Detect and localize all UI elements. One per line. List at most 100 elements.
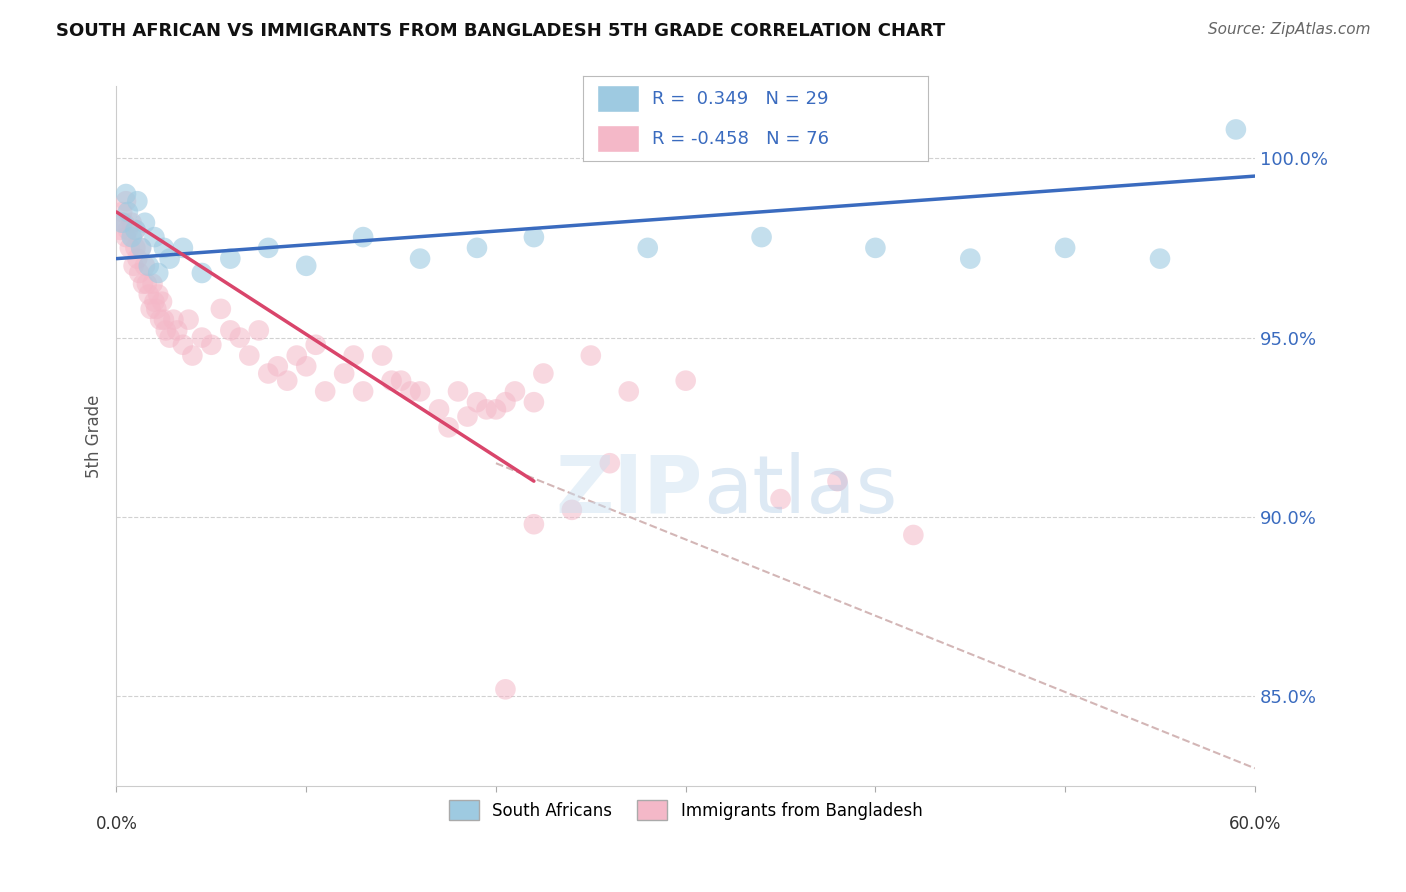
Point bbox=[447, 384, 470, 399]
Point bbox=[751, 230, 773, 244]
Point bbox=[494, 682, 516, 697]
Text: R = -0.458   N = 76: R = -0.458 N = 76 bbox=[652, 129, 830, 147]
Point bbox=[437, 420, 460, 434]
Point bbox=[305, 338, 328, 352]
Point bbox=[191, 266, 214, 280]
Text: R =  0.349   N = 29: R = 0.349 N = 29 bbox=[652, 90, 830, 108]
Point bbox=[409, 252, 432, 266]
Point bbox=[381, 374, 404, 388]
Point bbox=[150, 294, 173, 309]
Point bbox=[523, 395, 546, 409]
Point bbox=[143, 230, 166, 244]
Point bbox=[343, 349, 366, 363]
Point bbox=[1054, 241, 1077, 255]
Point bbox=[209, 301, 232, 316]
Point bbox=[865, 241, 887, 255]
Point bbox=[129, 241, 152, 255]
Point bbox=[145, 301, 167, 316]
Point bbox=[200, 338, 222, 352]
Point bbox=[134, 259, 156, 273]
Text: 60.0%: 60.0% bbox=[1229, 815, 1281, 833]
Point bbox=[148, 266, 170, 280]
Point bbox=[143, 294, 166, 309]
Point bbox=[138, 287, 160, 301]
Point bbox=[127, 252, 149, 266]
Point bbox=[247, 323, 270, 337]
Point bbox=[129, 241, 152, 255]
Point bbox=[238, 349, 260, 363]
Point bbox=[827, 474, 849, 488]
Point bbox=[138, 259, 160, 273]
Point bbox=[352, 384, 374, 399]
Point bbox=[769, 492, 792, 507]
Point bbox=[124, 223, 146, 237]
Text: atlas: atlas bbox=[703, 451, 897, 530]
Point bbox=[257, 241, 280, 255]
Point bbox=[111, 205, 134, 219]
Point bbox=[675, 374, 697, 388]
Point bbox=[475, 402, 498, 417]
Point bbox=[139, 301, 162, 316]
Point bbox=[637, 241, 659, 255]
Point bbox=[295, 359, 318, 374]
Point bbox=[903, 528, 925, 542]
FancyBboxPatch shape bbox=[598, 125, 638, 152]
Point bbox=[153, 312, 176, 326]
Point bbox=[333, 367, 356, 381]
Point bbox=[124, 241, 146, 255]
Point bbox=[115, 230, 138, 244]
Point bbox=[219, 323, 242, 337]
Point bbox=[295, 259, 318, 273]
Point bbox=[128, 266, 150, 280]
Point bbox=[389, 374, 412, 388]
Point bbox=[117, 205, 139, 219]
Point bbox=[172, 241, 194, 255]
Point bbox=[121, 216, 143, 230]
Point bbox=[465, 395, 488, 409]
Text: Source: ZipAtlas.com: Source: ZipAtlas.com bbox=[1208, 22, 1371, 37]
Point bbox=[427, 402, 450, 417]
Point bbox=[118, 241, 141, 255]
Point bbox=[456, 409, 478, 424]
Point bbox=[181, 349, 204, 363]
Text: SOUTH AFRICAN VS IMMIGRANTS FROM BANGLADESH 5TH GRADE CORRELATION CHART: SOUTH AFRICAN VS IMMIGRANTS FROM BANGLAD… bbox=[56, 22, 945, 40]
Point bbox=[257, 367, 280, 381]
Point bbox=[267, 359, 290, 374]
Point bbox=[141, 277, 163, 291]
Point bbox=[124, 223, 146, 237]
Point bbox=[1149, 252, 1171, 266]
Point bbox=[352, 230, 374, 244]
FancyBboxPatch shape bbox=[598, 85, 638, 112]
Y-axis label: 5th Grade: 5th Grade bbox=[86, 394, 103, 478]
Point bbox=[399, 384, 422, 399]
Point bbox=[276, 374, 298, 388]
Point bbox=[172, 338, 194, 352]
Point bbox=[561, 503, 583, 517]
Point bbox=[191, 330, 214, 344]
Point bbox=[159, 252, 181, 266]
Point bbox=[579, 349, 602, 363]
Point bbox=[409, 384, 432, 399]
Point bbox=[177, 312, 200, 326]
Point bbox=[599, 456, 621, 470]
Point bbox=[149, 312, 172, 326]
Point bbox=[112, 216, 135, 230]
Point bbox=[219, 252, 242, 266]
Point bbox=[121, 230, 143, 244]
Text: 0.0%: 0.0% bbox=[96, 815, 138, 833]
Point bbox=[166, 323, 188, 337]
Point bbox=[135, 277, 157, 291]
Point bbox=[117, 223, 139, 237]
Point bbox=[153, 241, 176, 255]
Point bbox=[285, 349, 308, 363]
Point bbox=[371, 349, 394, 363]
Point bbox=[159, 330, 181, 344]
Point bbox=[229, 330, 252, 344]
Point bbox=[1225, 122, 1247, 136]
Point bbox=[132, 277, 155, 291]
Point bbox=[523, 517, 546, 532]
Point bbox=[127, 194, 149, 209]
Point bbox=[465, 241, 488, 255]
Point bbox=[155, 323, 177, 337]
Point bbox=[148, 287, 170, 301]
